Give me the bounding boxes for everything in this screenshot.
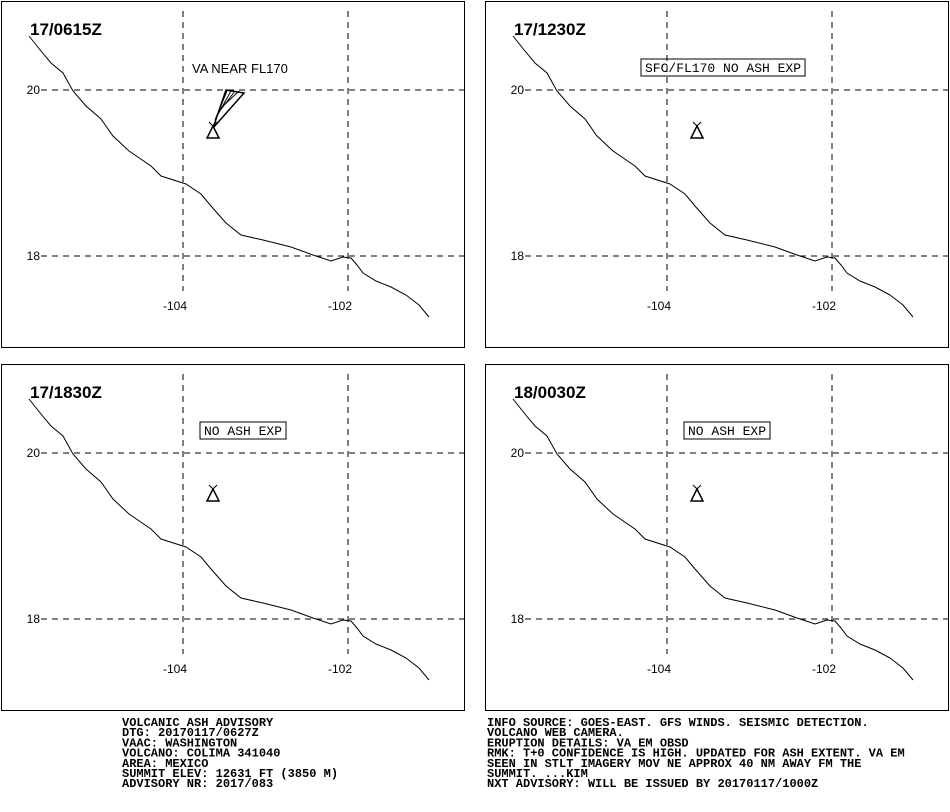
lat-label: 20 [511,83,525,97]
valid-time: 18/0030Z [514,383,586,402]
lon-label: -102 [812,299,836,313]
advisory-line: VAAC: WASHINGTON [122,736,237,750]
advisory-line: ERUPTION DETAILS: VA EM OBSD [487,736,689,750]
lon-label: -104 [163,662,187,676]
panel-frame [1,364,465,711]
lat-label: 18 [27,249,41,263]
advisory-line: VOLCANIC ASH ADVISORY [122,716,274,730]
volcano-symbol [205,487,221,502]
map-panel: 20 18 -104 -102 17/0615Z VA NEAR FL170 [1,1,465,348]
ash-hatch [220,90,240,109]
ash-hatch [218,90,236,113]
valid-time: 17/0615Z [30,20,102,39]
coastline [512,35,914,318]
annotation-box [640,58,806,77]
panel-frame [485,1,949,348]
advisory-line: VOLCANO WEB CAMERA. [487,726,624,740]
ash-annotation: NO ASH EXP [204,424,282,439]
advisory-line: SUMMIT. ...KIM [487,767,588,781]
advisory-line: NXT ADVISORY: WILL BE ISSUED BY 20170117… [487,777,818,791]
coastline [28,35,430,318]
lon-label: -104 [647,662,671,676]
advisory-line: DTG: 20170117/0627Z [122,726,259,740]
ash-annotation: VA NEAR FL170 [192,61,288,76]
volcano-plume [692,121,702,127]
advisory-line: SEEN IN STLT IMAGERY MOV NE APPROX 40 NM… [487,757,861,771]
coastline [28,398,430,681]
lon-label: -102 [812,662,836,676]
lon-label: -104 [647,299,671,313]
annotation-box [683,421,771,440]
advisory-line: ADVISORY NR: 2017/083 [122,777,273,791]
map-panel: 20 18 -104 -102 17/1830Z NO ASH EXP [1,364,465,711]
map-panel: 20 18 -104 -102 17/1230Z SFC/FL170 NO ASH EXP [485,1,949,348]
lat-label: 20 [27,83,41,97]
lat-label: 18 [27,612,41,626]
volcano-symbol [689,124,705,139]
volcano-plume [692,484,702,490]
annotation-box [199,421,287,440]
panel-frame [485,364,949,711]
volcano-symbol [205,124,221,139]
coastline [512,398,914,681]
valid-time: 17/1230Z [514,20,586,39]
map-panel: 20 18 -104 -102 18/0030Z NO ASH EXP [485,364,949,711]
ash-annotation: NO ASH EXP [688,424,766,439]
lon-label: -102 [328,662,352,676]
lon-label: -102 [328,299,352,313]
lat-label: 20 [511,446,525,460]
advisory-line: AREA: MEXICO [122,757,208,771]
volcano-plume [208,484,218,490]
advisory-line: INFO SOURCE: GOES-EAST. GFS WINDS. SEISM… [487,716,869,730]
ash-annotation: SFC/FL170 NO ASH EXP [645,61,801,76]
valid-time: 17/1830Z [30,383,102,402]
volcano-symbol [689,487,705,502]
panel-frame [1,1,465,348]
advisory-line: VOLCANO: COLIMA 341040 [122,747,280,761]
advisory-line: SUMMIT ELEV: 12631 FT (3850 M) [122,767,338,781]
lon-label: -104 [163,299,187,313]
lat-label: 18 [511,249,525,263]
lat-label: 20 [27,446,41,460]
lat-label: 18 [511,612,525,626]
advisory-line: RMK: T+0 CONFIDENCE IS HIGH. UPDATED FOR… [487,747,905,761]
